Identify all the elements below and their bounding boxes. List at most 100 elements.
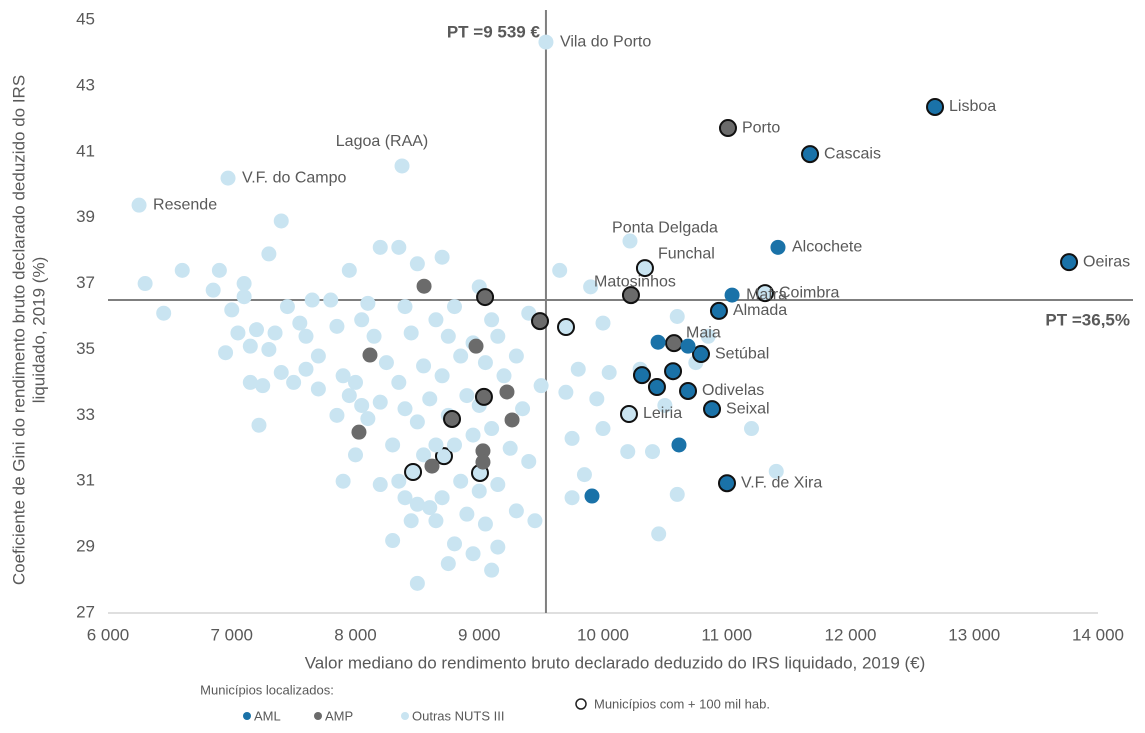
point: [409, 414, 425, 430]
point: [372, 394, 388, 410]
point: [447, 437, 462, 453]
point: [477, 355, 493, 371]
legend-marker: [401, 712, 409, 720]
point: [521, 453, 537, 469]
point: [647, 378, 666, 397]
point: [490, 539, 506, 555]
y-tick-label: 27: [76, 602, 95, 621]
point: [515, 401, 531, 417]
legend-title: Municípios localizados:: [200, 682, 334, 697]
point: [424, 458, 440, 474]
point: [474, 387, 493, 406]
y-tick-label: 41: [76, 141, 95, 160]
point: [459, 388, 475, 404]
reference-label-y: PT =36,5%: [1045, 311, 1130, 330]
point: [220, 170, 236, 186]
point: [279, 299, 295, 315]
point-label: Lisboa: [949, 98, 996, 115]
point: [385, 533, 401, 549]
point: [601, 365, 617, 381]
legend-label: AML: [254, 708, 281, 723]
point: [422, 391, 438, 407]
point: [471, 483, 487, 499]
point: [664, 362, 683, 381]
y-axis-title: liquidado, 2019 (%): [29, 257, 48, 403]
point: [645, 444, 660, 460]
y-tick-label: 39: [76, 207, 95, 226]
point: [651, 526, 667, 542]
x-tick-label: 11 000: [701, 625, 752, 644]
y-tick-label: 43: [76, 75, 95, 94]
point: [465, 546, 481, 562]
point: [403, 513, 419, 529]
point: [211, 262, 227, 278]
point: [249, 322, 264, 338]
point: [692, 345, 711, 364]
point: [570, 361, 586, 377]
point: [447, 299, 462, 315]
point: [770, 239, 786, 255]
point: [595, 421, 611, 437]
point: [286, 374, 302, 390]
point: [504, 412, 520, 428]
point: [362, 347, 378, 363]
point: [131, 197, 147, 213]
point: [709, 301, 728, 320]
y-tick-label: 37: [76, 273, 95, 292]
point: [508, 503, 524, 519]
point: [360, 295, 376, 311]
point: [447, 536, 462, 552]
point: [335, 368, 351, 384]
x-tick-label: 7 000: [210, 625, 253, 644]
point: [242, 374, 258, 390]
point: [744, 421, 759, 437]
point: [671, 437, 687, 453]
y-tick-label: 31: [76, 471, 95, 490]
point: [323, 292, 339, 308]
point: [298, 328, 314, 344]
point: [329, 407, 345, 423]
point: [490, 477, 506, 493]
point: [499, 384, 515, 400]
point: [434, 447, 453, 466]
point: [310, 381, 326, 397]
point: [205, 282, 221, 298]
point: [310, 348, 326, 364]
point: [443, 409, 462, 428]
point: [679, 381, 698, 400]
point: [218, 345, 234, 361]
point: [496, 368, 512, 384]
point-label: V.F. do Campo: [242, 169, 346, 186]
y-axis-title: Coeficiente de Gini do rendimento bruto …: [9, 75, 28, 585]
point: [341, 388, 357, 404]
point-label: Porto: [742, 119, 780, 136]
point: [416, 358, 432, 374]
point: [490, 328, 506, 344]
point: [348, 374, 363, 390]
point: [354, 312, 370, 328]
point: [552, 262, 568, 278]
y-tick-label: 29: [76, 537, 95, 556]
point: [292, 315, 308, 331]
point: [468, 338, 484, 354]
point: [351, 424, 367, 440]
point: [453, 473, 469, 489]
x-tick-label: 10 000: [577, 625, 629, 644]
point: [348, 447, 363, 463]
point: [416, 447, 432, 463]
point: [156, 305, 172, 321]
point: [409, 496, 425, 512]
point: [378, 355, 394, 371]
point-label: Resende: [153, 196, 217, 213]
point: [236, 276, 252, 292]
point: [556, 318, 575, 337]
point-label: Funchal: [658, 245, 715, 262]
legend-outline-label: Municípios com + 100 mil hab.: [594, 696, 770, 711]
point: [527, 513, 543, 529]
point: [700, 328, 716, 344]
point-label: Cascais: [824, 145, 881, 162]
point: [251, 417, 267, 433]
point: [428, 312, 444, 328]
point: [409, 575, 425, 591]
